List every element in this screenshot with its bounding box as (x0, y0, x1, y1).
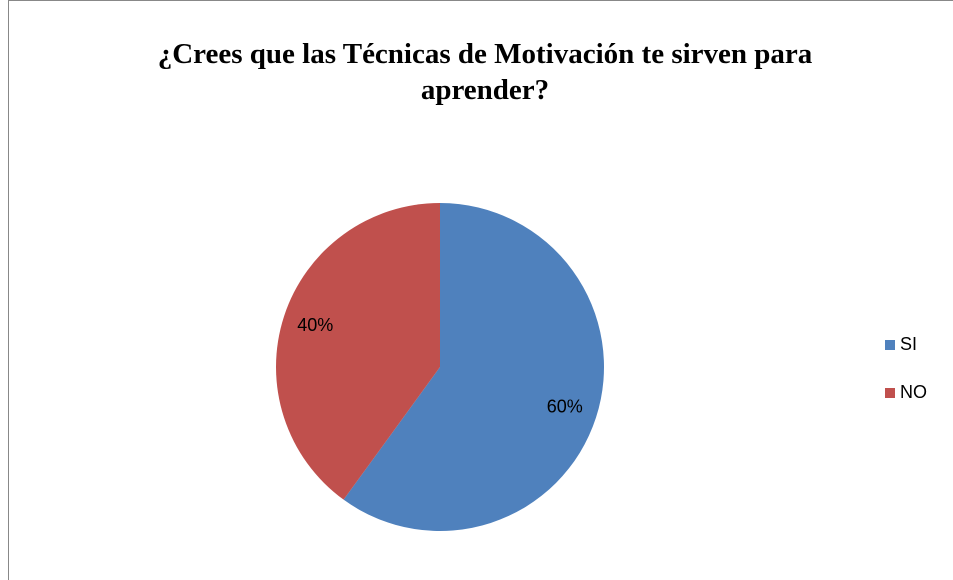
data-label: 40% (297, 315, 333, 335)
legend-swatch (885, 340, 895, 350)
pie-slice (343, 203, 605, 531)
chart-title: ¿Crees que las Técnicas de Motivación te… (157, 38, 813, 106)
legend-label: SI (900, 334, 917, 354)
chart-frame (8, 0, 953, 580)
legend-swatch (885, 388, 895, 398)
legend-label: NO (900, 382, 927, 402)
pie-slice (276, 203, 440, 500)
data-label: 60% (547, 396, 583, 416)
